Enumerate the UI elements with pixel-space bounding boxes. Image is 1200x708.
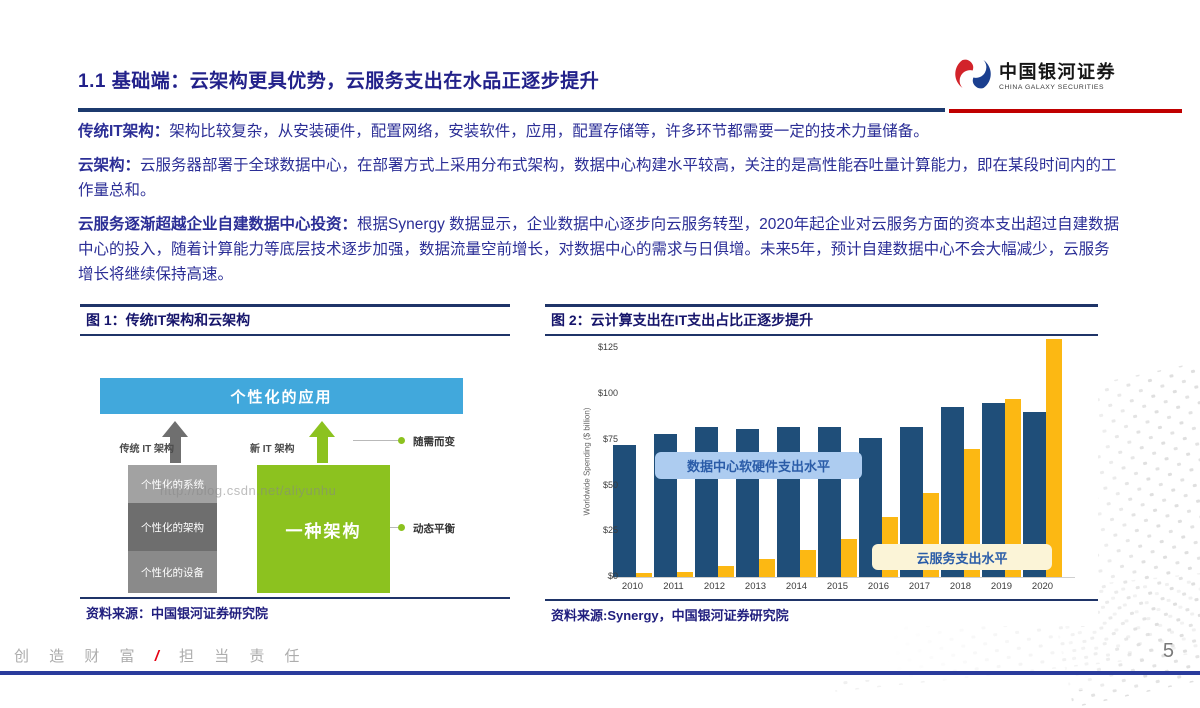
paragraph-label: 传统IT架构： [78, 123, 170, 140]
slogan-left: 创 造 财 富 [14, 648, 143, 665]
page-title: 1.1 基础端：云架构更具优势，云服务支出在水品正逐步提升 [78, 71, 600, 92]
y-axis-tick: $0 [607, 571, 618, 581]
bar-datacenter-2014 [777, 426, 800, 577]
x-axis-tick-2018: 2018 [949, 581, 972, 592]
y-axis-tick: $100 [597, 388, 618, 398]
report-slide: 1.1 基础端：云架构更具优势，云服务支出在水品正逐步提升 中国银河证券 CHI… [0, 54, 1200, 708]
logo-text-en: CHINA GALAXY SECURITIES [999, 84, 1105, 91]
stack-box-architecture: 个性化的架构 [128, 503, 217, 551]
company-logo: 中国银河证券 CHINA GALAXY SECURITIES [953, 54, 1116, 99]
bar-cloud-2019 [1005, 399, 1021, 577]
figure2-title: 图 2：云计算支出在IT支出占比正逐步提升 [545, 304, 1098, 336]
x-axis-tick-2020: 2020 [1031, 581, 1054, 592]
x-axis-line [607, 577, 1075, 578]
new-it-label: 新 IT 架构 [250, 444, 295, 455]
y-axis-title: Worldwide Spending ($ billion) [582, 407, 592, 516]
bar-datacenter-2018 [941, 406, 964, 577]
traditional-stack: 个性化的系统 个性化的架构 个性化的设备 [128, 465, 217, 593]
callout-dot-bottom [398, 524, 405, 531]
page-number: 5 [1162, 640, 1174, 662]
paragraph-label: 云架构： [78, 157, 141, 174]
figure1-diagram: 个性化的应用 传统 IT 架构 新 IT 架构 个性化的系统 个性化的架构 个性… [80, 330, 510, 623]
paragraph-cloud-invest: 云服务逐渐超越企业自建数据中心投资：根据Synergy 数据显示，企业数据中心逐… [78, 212, 1124, 287]
x-axis-tick-2017: 2017 [908, 581, 931, 592]
bar-cloud-2010 [636, 573, 652, 577]
figure2: 图 2：云计算支出在IT支出占比正逐步提升 Worldwide Spending… [545, 304, 1098, 626]
x-axis-tick-2010: 2010 [621, 581, 644, 592]
callout-datacenter-spending: 数据中心软硬件支出水平 [655, 452, 862, 479]
callout-line-bottom [390, 527, 402, 528]
paragraph-text: 架构比较复杂，从安装硬件，配置网络，安装软件，应用，配置存储等，许多环节都需要一… [169, 123, 929, 140]
bar-cloud-2012 [718, 566, 734, 577]
paragraph-label: 云服务逐渐超越企业自建数据中心投资： [78, 216, 358, 233]
bar-datacenter-2019 [982, 403, 1005, 577]
bar-datacenter-2020 [1023, 412, 1046, 577]
paragraph-cloud-arch: 云架构：云服务器部署于全球数据中心，在部署方式上采用分布式架构，数据中心构建水平… [78, 153, 1124, 203]
y-axis-tick: $75 [602, 433, 618, 444]
figure1: 图 1：传统IT架构和云架构 个性化的应用 传统 IT 架构 新 IT 架构 个… [80, 304, 510, 622]
diagram-app-box: 个性化的应用 [100, 378, 463, 414]
bar-chart: Worldwide Spending ($ billion) 2010 2011 2… [545, 332, 1098, 597]
bar-cloud-2015 [841, 538, 857, 577]
footer-slogan: 创 造 财 富 / 担 当 责 任 [14, 645, 308, 666]
bar-datacenter-2010 [613, 445, 636, 577]
body-paragraphs: 传统IT架构：架构比较复杂，从安装硬件，配置网络，安装软件，应用，配置存储等，许… [78, 119, 1124, 296]
stack-box-system: 个性化的系统 [128, 465, 217, 503]
bottom-blue-bar [0, 671, 1200, 675]
galaxy-swirl-icon [953, 54, 993, 99]
bar-datacenter-2015 [818, 426, 841, 577]
callout-cloud-spending: 云服务支出水平 [872, 544, 1052, 570]
up-arrow-gray [162, 421, 188, 463]
y-axis-tick: $50 [602, 479, 618, 490]
x-axis-tick-2012: 2012 [703, 581, 726, 592]
figure2-separator [545, 599, 1098, 601]
callout-dynamic-balance: 动态平衡 [413, 523, 455, 535]
bar-datacenter-2012 [695, 426, 718, 577]
bar-datacenter-2016 [859, 437, 882, 577]
paragraph-traditional-it: 传统IT架构：架构比较复杂，从安装硬件，配置网络，安装软件，应用，配置存储等，许… [78, 119, 1124, 144]
up-arrow-green [309, 421, 335, 463]
traditional-it-label: 传统 IT 架构 [119, 444, 174, 455]
callout-on-demand: 随需而变 [413, 436, 455, 448]
paragraph-text: 云服务器部署于全球数据中心，在部署方式上采用分布式架构，数据中心构建水平较高，关… [78, 157, 1117, 199]
x-axis-tick-2019: 2019 [990, 581, 1013, 592]
callout-dot-top [398, 437, 405, 444]
x-axis-tick-2011: 2011 [663, 581, 684, 592]
bar-datacenter-2017 [900, 426, 923, 577]
callout-line-top [353, 440, 402, 441]
x-axis-tick-2013: 2013 [744, 581, 767, 592]
stack-box-device: 个性化的设备 [128, 551, 217, 593]
figure1-source: 资料来源：中国银河证券研究院 [86, 606, 269, 621]
bar-datacenter-2013 [736, 428, 759, 577]
paragraph-text: 根据Synergy 数据显示，企业数据中心逐步向云服务转型，2020年起企业对云… [78, 216, 1120, 283]
x-axis-tick-2016: 2016 [867, 581, 890, 592]
one-architecture-box: 一种架构 [257, 465, 390, 593]
y-axis-tick: $125 [597, 342, 618, 353]
title-underline [78, 108, 945, 112]
x-axis-tick-2015: 2015 [826, 581, 849, 592]
bar-cloud-2013 [759, 558, 775, 577]
bar-cloud-2014 [800, 549, 816, 577]
figure1-separator [80, 597, 510, 599]
y-axis-tick: $25 [602, 525, 618, 536]
bar-cloud-2020 [1046, 339, 1062, 577]
bar-cloud-2011 [677, 571, 693, 577]
watermark-text: http://blog.csdn.net/aliyunhu [160, 483, 337, 498]
x-axis-tick-2014: 2014 [785, 581, 808, 592]
figure1-title: 图 1：传统IT架构和云架构 [80, 304, 510, 336]
slogan-right: 担 当 责 任 [179, 648, 308, 665]
figure2-source: 资料来源:Synergy，中国银河证券研究院 [551, 608, 789, 623]
slogan-slash: / [154, 648, 167, 665]
logo-text-cn: 中国银河证券 [999, 62, 1116, 82]
logo-underline-red [949, 109, 1182, 113]
